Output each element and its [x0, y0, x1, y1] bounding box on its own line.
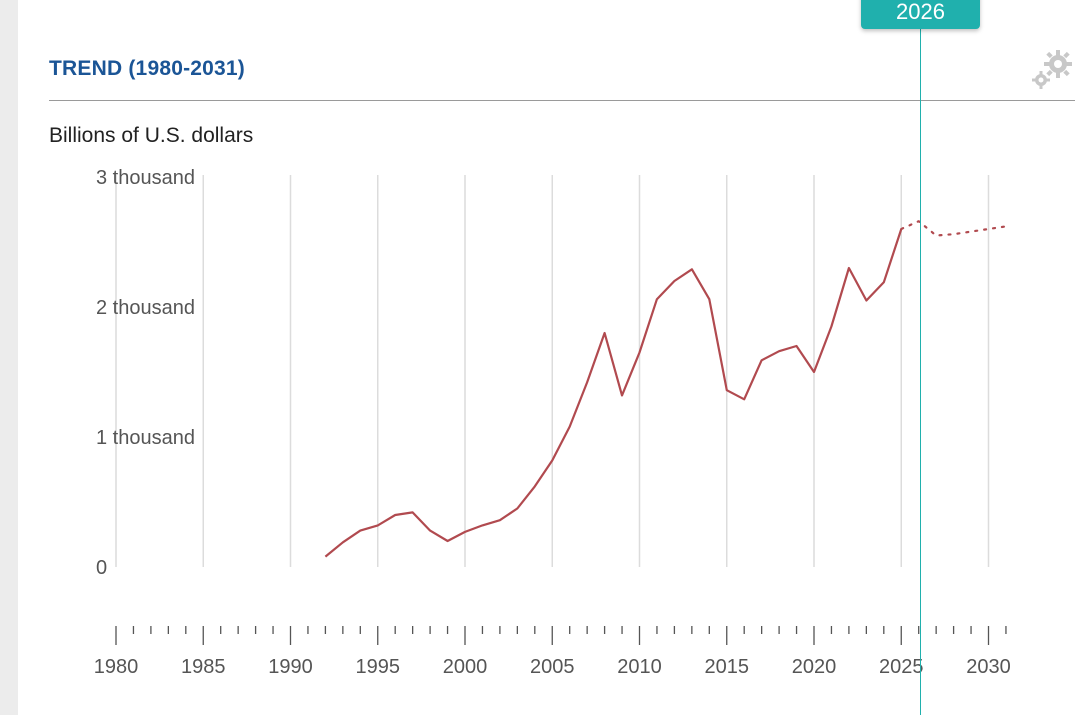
x-axis: 1980 1985 1990 1995 2000 2005 2010 2015 2020 2025…	[94, 626, 1011, 678]
y-tick-label: 3 thousand	[96, 167, 195, 189]
y-tick-label: 2 thousand	[96, 297, 195, 319]
x-tick-label: 1990	[268, 656, 313, 678]
year-marker-badge[interactable]: 2026	[861, 0, 980, 29]
y-axis-ticks: 0 1 thousand 2 thousand 3 thousand	[96, 167, 195, 579]
x-tick-label: 2015	[705, 656, 750, 678]
title-divider	[49, 100, 1075, 101]
year-marker-line	[920, 28, 921, 715]
historical-series-line	[324, 228, 903, 558]
grid-lines	[115, 175, 990, 567]
forecast-series-line	[900, 220, 1008, 237]
chart-title: TREND (1980-2031)	[49, 57, 245, 80]
x-tick-label: 2025	[879, 656, 924, 678]
x-tick-label: 2020	[792, 656, 837, 678]
y-tick-label: 0	[96, 557, 107, 579]
y-tick-label: 1 thousand	[96, 427, 195, 449]
x-tick-label: 1980	[94, 656, 139, 678]
x-tick-label: 2030	[966, 656, 1011, 678]
series-lines	[324, 220, 1008, 558]
x-tick-label: 2000	[443, 656, 488, 678]
left-scroll-strip	[0, 0, 18, 715]
x-tick-label: 1985	[181, 656, 226, 678]
gear-icon[interactable]	[1030, 48, 1074, 90]
unit-label: Billions of U.S. dollars	[49, 124, 254, 147]
x-tick-label: 1995	[356, 656, 401, 678]
x-tick-label: 2010	[617, 656, 662, 678]
x-tick-label: 2005	[530, 656, 575, 678]
